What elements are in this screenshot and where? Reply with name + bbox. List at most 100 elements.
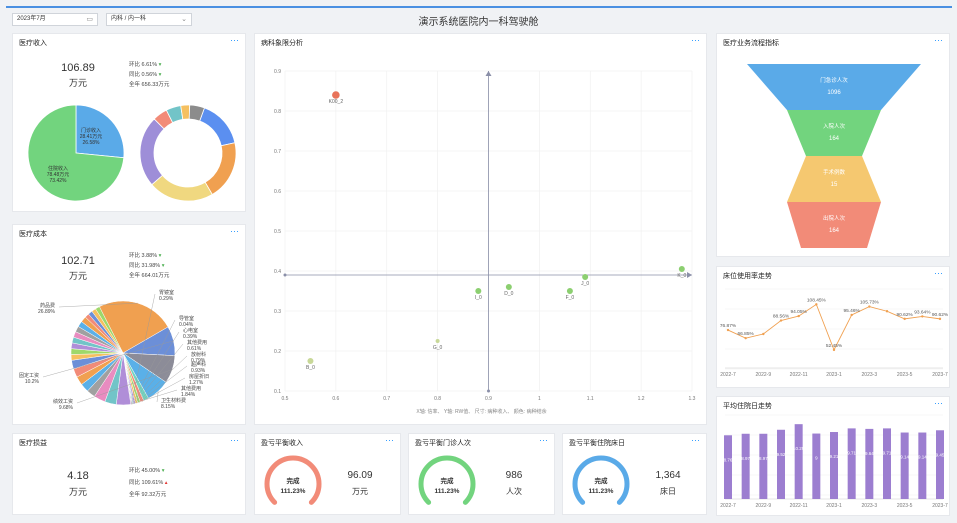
x-tick-label: 2023-7	[932, 503, 948, 509]
department-value: 内科 / 内一科	[111, 16, 147, 22]
scatter-more-icon[interactable]: ···	[691, 35, 700, 45]
chevron-down-icon: ⌄	[181, 16, 187, 23]
gauge-more-icon[interactable]: ···	[691, 435, 700, 445]
cost-yoy: 同比 31.98% ▾	[129, 263, 165, 269]
funnel-more-icon[interactable]: ···	[934, 35, 943, 45]
y-tick-label: 0.9	[274, 69, 281, 75]
data-label: 66.85%	[738, 331, 755, 337]
data-label: 105.73%	[860, 300, 880, 306]
x-tick-label: 2023-5	[897, 503, 913, 509]
date-picker[interactable]: 2023年7月 ▭	[12, 13, 98, 26]
scatter-point	[307, 358, 314, 364]
avg-stay-card: 平均住院日走势 ··· 8.76 8.97 8.97 9.52 10.29 9 9.21 9.…	[716, 396, 950, 516]
pie-label: 0.29%	[159, 296, 174, 302]
label-leader	[138, 365, 188, 403]
x-tick-label: 0.7	[383, 396, 390, 402]
bar	[741, 433, 750, 499]
pie-label: 10.2%	[25, 379, 40, 385]
line-point	[903, 317, 906, 321]
cost-year-total: 全年 664.01万元	[129, 273, 170, 279]
page-title: 演示系统医院内一科驾驶舱	[418, 17, 539, 28]
x-tick-label: 0.9	[485, 396, 492, 402]
x-tick-label: 1.3	[689, 396, 696, 402]
x-tick-label: 1.2	[638, 396, 645, 402]
pie-label: 药品费	[40, 302, 55, 309]
funnel-stage-value: 164	[829, 228, 840, 234]
scatter-point	[475, 288, 482, 294]
data-label: 8.97	[759, 456, 768, 461]
data-label: 9.14	[918, 455, 927, 460]
income-more-icon[interactable]: ···	[230, 35, 239, 45]
scatter-point	[678, 266, 685, 272]
bar	[830, 432, 838, 499]
bed-usage-title: 床位使用率走势	[723, 273, 772, 280]
pie-slice	[95, 306, 124, 354]
profit-year-total: 全年 92.32万元	[129, 492, 167, 498]
avg-stay-more-icon[interactable]: ···	[934, 398, 943, 408]
bed-usage-line-chart: 76.87%66.85% 88.56%94.05% 108.45% 52.45% 95.…	[720, 288, 949, 378]
pie-label: 0.93%	[191, 368, 206, 374]
y-tick-label: 0.1	[274, 389, 281, 395]
point-label: D_0	[504, 291, 513, 297]
profit-title: 医疗损益	[19, 440, 47, 447]
data-label: 88.56%	[773, 314, 790, 320]
gauge-status: 完成	[441, 476, 455, 485]
line-point	[832, 348, 836, 352]
funnel-stage-value: 1096	[827, 90, 841, 96]
bar	[847, 428, 856, 499]
pie-slice	[27, 104, 125, 202]
pie-label: 78.48万元	[47, 172, 70, 178]
label-leader	[141, 377, 186, 402]
bar	[812, 433, 821, 499]
data-label: 108.45%	[807, 297, 827, 303]
funnel-stage	[747, 64, 921, 110]
x-tick-label: 0.5	[282, 396, 289, 402]
gauge-ring: 完成 111.23%	[572, 455, 630, 505]
data-label: 9.52	[777, 452, 786, 457]
pie-label: 0.39%	[183, 334, 198, 340]
label-leader	[156, 391, 159, 403]
pie-label: 73.42%	[50, 178, 68, 184]
gauge-value: 986	[505, 470, 523, 481]
x-tick-label: 2022-11	[790, 503, 808, 509]
funnel-stage-value: 15	[831, 182, 838, 188]
funnel-stage	[787, 202, 881, 248]
arrow-up-icon	[485, 71, 492, 76]
bed-usage-more-icon[interactable]: ···	[934, 268, 943, 278]
axis-dot	[283, 273, 287, 277]
pie-label: 9.68%	[59, 405, 74, 411]
line-point	[744, 336, 747, 340]
line-point	[726, 328, 730, 332]
data-label: 9.71	[883, 450, 892, 455]
top-accent-line	[6, 6, 952, 8]
gauge-more-icon[interactable]: ···	[539, 435, 548, 445]
gauge-more-icon[interactable]: ···	[385, 435, 394, 445]
data-label: 9.14	[900, 455, 909, 460]
line-point	[762, 332, 765, 336]
line-point	[815, 303, 818, 306]
gauge-value: 96.09	[347, 470, 373, 481]
label-leader	[131, 319, 176, 405]
point-label: K_0	[677, 273, 686, 279]
cost-mom: 环比 3.88% ▾	[129, 253, 162, 259]
cost-value: 102.71	[61, 255, 95, 267]
gauge-ring: 完成 111.23%	[264, 455, 322, 505]
gauge-percent: 111.23%	[435, 488, 460, 495]
income-unit: 万元	[68, 78, 87, 88]
scatter-point	[566, 288, 573, 294]
gauge-title: 盈亏平衡收入	[261, 440, 303, 447]
x-tick-label: 2022-9	[756, 372, 772, 378]
profit-more-icon[interactable]: ···	[230, 435, 239, 445]
donut-slice	[199, 107, 236, 147]
x-tick-label: 2023-1	[826, 372, 842, 378]
pie-label: 固定工资	[19, 372, 39, 379]
cost-more-icon[interactable]: ···	[230, 226, 239, 236]
x-tick-label: 2023-7	[932, 372, 948, 378]
gauge-ring: 完成 111.23%	[418, 455, 476, 505]
x-tick-label: 2022-11	[790, 372, 808, 378]
department-select[interactable]: 内科 / 内一科 ⌄	[106, 13, 192, 26]
pie-label: 0.04%	[179, 322, 194, 328]
income-yoy: 同比 0.56% ▾	[129, 72, 162, 78]
